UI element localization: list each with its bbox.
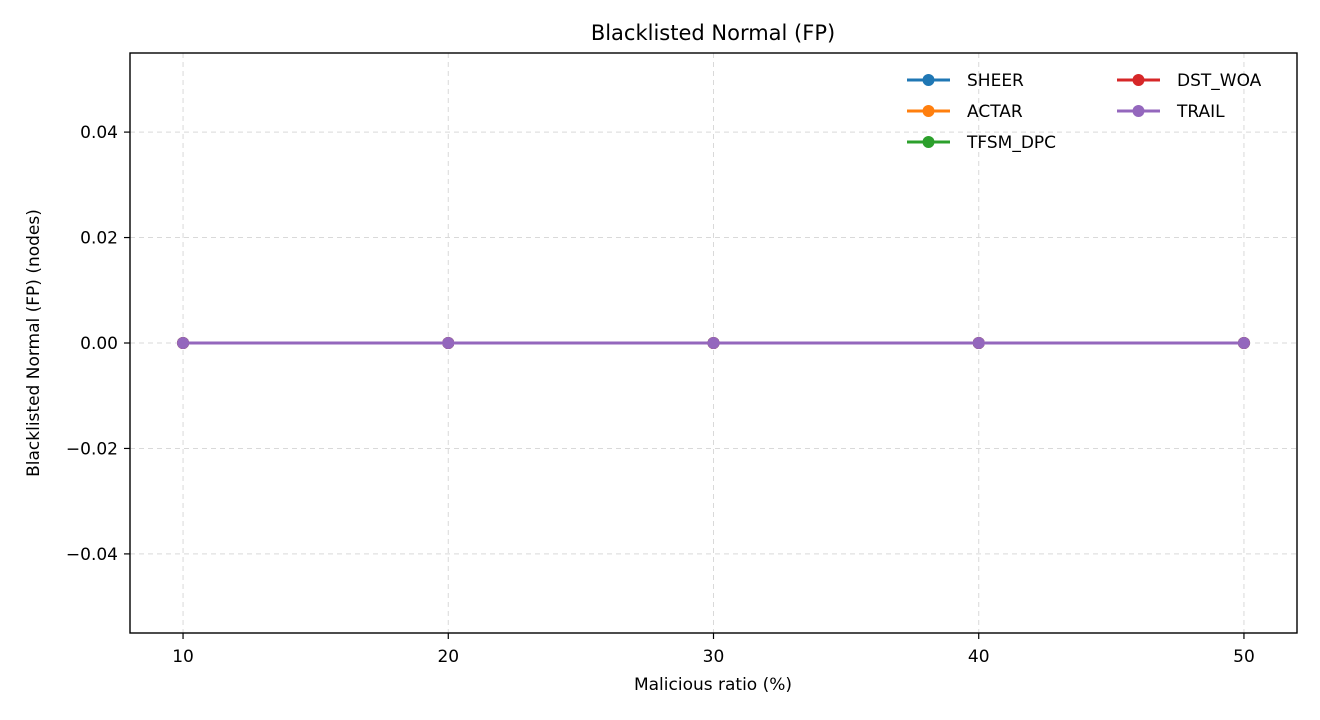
legend-item: ACTAR [907, 102, 1023, 122]
y-axis-label: Blacklisted Normal (FP) (nodes) [24, 209, 44, 477]
legend-label: TRAIL [1176, 102, 1225, 122]
y-tick-label: 0.02 [80, 229, 118, 249]
legend-item: SHEER [907, 71, 1024, 91]
data-point [707, 337, 720, 349]
x-tick-label: 10 [172, 647, 194, 667]
legend-item: DST_WOA [1117, 71, 1262, 91]
y-tick-label: 0.00 [80, 334, 118, 354]
y-tick-label: 0.04 [80, 123, 118, 143]
legend-marker [922, 105, 935, 117]
legend-marker [922, 136, 935, 148]
series-layer [177, 337, 1250, 349]
series-trail [177, 337, 1250, 349]
x-tick-label: 30 [703, 647, 725, 667]
axis-ticks: 10 20 30 40 50 −0.04 −0.02 0.00 0.02 0.04 [66, 123, 1255, 667]
legend-label: ACTAR [967, 102, 1023, 122]
legend-label: SHEER [967, 71, 1024, 91]
legend-marker [1132, 74, 1145, 86]
x-tick-label: 20 [437, 647, 459, 667]
legend-label: TFSM_DPC [966, 133, 1056, 153]
legend-item: TFSM_DPC [907, 133, 1056, 153]
data-point [177, 337, 190, 349]
y-tick-label: −0.02 [66, 439, 118, 459]
x-tick-label: 40 [968, 647, 990, 667]
x-tick-label: 50 [1233, 647, 1255, 667]
chart-title: Blacklisted Normal (FP) [591, 21, 835, 45]
data-point [442, 337, 455, 349]
legend-marker [1132, 105, 1145, 117]
legend-label: DST_WOA [1177, 71, 1262, 91]
y-tick-label: −0.04 [66, 545, 118, 565]
legend-item: TRAIL [1117, 102, 1225, 122]
legend-marker [922, 74, 935, 86]
legend: SHEER ACTAR TFSM_DPC DST_WOA TRAIL [907, 71, 1262, 153]
data-point [1237, 337, 1250, 349]
x-axis-label: Malicious ratio (%) [634, 675, 792, 695]
data-point [972, 337, 985, 349]
